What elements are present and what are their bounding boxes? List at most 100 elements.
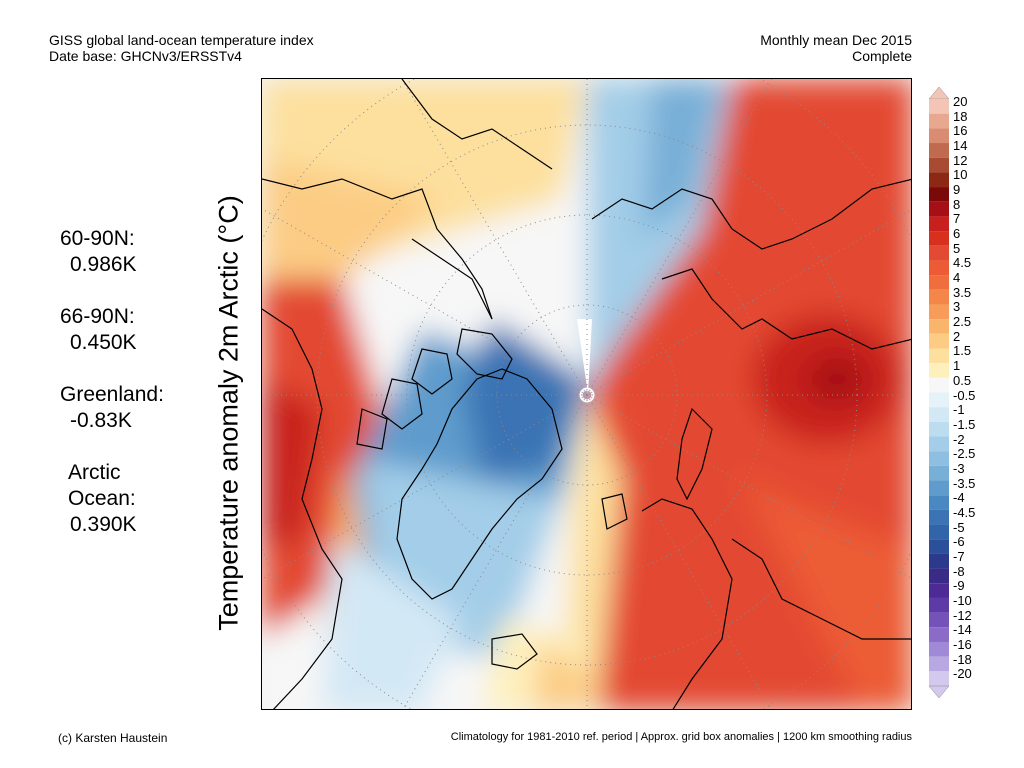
colorbar-tick-label: -1.5 [953, 416, 976, 432]
colorbar-tick-label: -10 [953, 592, 972, 608]
colorbar-tick-label: -6 [953, 534, 965, 550]
colorbar-tick-label: -8 [953, 563, 965, 579]
colorbar-tick-label: 4.5 [953, 255, 972, 271]
colorbar-cell [929, 597, 949, 613]
colorbar-tick-label: 0.5 [953, 372, 972, 388]
colorbar-tick-label: 1 [953, 358, 961, 374]
colorbar-tick-label: 12 [953, 152, 968, 168]
colorbar-tick-label: 14 [953, 138, 968, 154]
header-right: Monthly mean Dec 2015 Complete [760, 32, 912, 64]
colorbar-cells [929, 87, 949, 698]
colorbar-tick-label: -14 [953, 622, 972, 638]
colorbar-cell [929, 583, 949, 598]
colorbar-top-arrow [929, 87, 949, 100]
colorbar-tick-label: 8 [953, 196, 961, 212]
colorbar-cell [929, 143, 949, 158]
colorbar-cell [929, 245, 949, 261]
stat-60-90n: 60-90N: 0.986K [60, 226, 164, 278]
colorbar-cell [929, 377, 949, 393]
colorbar-cell [929, 231, 949, 246]
colorbar-cell [929, 656, 949, 672]
colorbar-cell [929, 319, 949, 334]
colorbar-tick-label: 16 [953, 123, 968, 139]
colorbar-cell [929, 392, 949, 408]
colorbar-cell [929, 509, 949, 525]
stat-name: Greenland: [60, 383, 164, 406]
colorbar-cell [929, 113, 949, 129]
colorbar-cell [929, 363, 949, 378]
regional-stats: 60-90N: 0.986K 66-90N: 0.450K Greenland:… [60, 226, 164, 564]
dataset-title: GISS global land-ocean temperature index [49, 32, 314, 48]
colorbar-cell [929, 553, 949, 569]
colorbar-tick-label: 20 [953, 94, 968, 109]
stat-greenland: Greenland: -0.83K [60, 382, 164, 434]
colorbar-tick-label: -16 [953, 636, 972, 652]
colorbar-cell [929, 480, 949, 496]
colorbar-tick-label: -2.5 [953, 446, 976, 462]
colorbar [929, 87, 949, 698]
colorbar-tick-label: -12 [953, 607, 972, 623]
stat-66-90n: 66-90N: 0.450K [60, 304, 164, 356]
colorbar-tick-label: 6 [953, 226, 961, 242]
colorbar-cell [929, 421, 949, 437]
colorbar-tick-label: 3 [953, 299, 961, 315]
colorbar-tick-label: -0.5 [953, 387, 976, 403]
colorbar-tick-label: 2.5 [953, 314, 972, 330]
colorbar-cell [929, 172, 949, 188]
pole-gap [577, 319, 592, 394]
stat-arctic-ocean: Arctic Ocean: 0.390K [60, 460, 164, 538]
stat-name: 60-90N: [60, 227, 135, 250]
colorbar-tick-label: 9 [953, 182, 961, 198]
stat-value: 0.450K [70, 331, 137, 354]
colorbar-tick-label: 1.5 [953, 343, 972, 359]
colorbar-cell [929, 524, 949, 540]
colorbar-tick-label: 7 [953, 211, 961, 227]
colorbar-tick-label: 3.5 [953, 284, 972, 300]
colorbar-cell [929, 568, 949, 584]
colorbar-tick-label: -7 [953, 548, 965, 564]
colorbar-cell [929, 128, 949, 144]
colorbar-cell [929, 495, 949, 510]
colorbar-cell [929, 451, 949, 466]
colorbar-cell [929, 304, 949, 320]
colorbar-cell [929, 539, 949, 554]
colorbar-cell [929, 260, 949, 276]
colorbar-cell [929, 187, 949, 202]
colorbar-tick-label: -20 [953, 666, 972, 682]
map-svg [262, 79, 911, 709]
colorbar-tick-label: -3.5 [953, 475, 976, 491]
colorbar-cell [929, 407, 949, 422]
stat-value: 0.986K [70, 253, 137, 276]
period-label: Monthly mean Dec 2015 [760, 32, 912, 48]
copyright-note: (c) Karsten Haustein [58, 731, 168, 745]
colorbar-cell [929, 157, 949, 173]
colorbar-cell [929, 201, 949, 217]
completeness-label: Complete [852, 48, 912, 64]
colorbar-tick-label: -2 [953, 431, 965, 447]
colorbar-cell [929, 333, 949, 349]
colorbar-cell [929, 99, 949, 114]
colorbar-cell [929, 289, 949, 305]
arctic-anomaly-map [261, 78, 912, 710]
method-note: Climatology for 1981-2010 ref. period | … [450, 731, 912, 743]
colorbar-tick-label: -18 [953, 651, 972, 667]
colorbar-tick-label: 2 [953, 328, 961, 344]
colorbar-tick-label: -4 [953, 490, 965, 506]
colorbar-tick-label: 4 [953, 270, 961, 286]
graticule [262, 79, 911, 709]
stat-name: Ocean: [68, 487, 136, 510]
colorbar-cell [929, 612, 949, 628]
colorbar-tick-label: -3 [953, 460, 965, 476]
colorbar-cell [929, 465, 949, 481]
colorbar-tick-label: -4.5 [953, 504, 976, 520]
colorbar-tick-label: -5 [953, 519, 965, 535]
colorbar-tick-label: -1 [953, 402, 965, 418]
colorbar-tick-label: -9 [953, 578, 965, 594]
anomaly-field [262, 79, 911, 709]
stat-value: -0.83K [70, 409, 132, 432]
stat-name: Arctic [68, 461, 121, 484]
colorbar-tick-label: 10 [953, 167, 968, 183]
data-base-label: Date base: GHCNv3/ERSSTv4 [49, 48, 242, 64]
colorbar-cell [929, 671, 949, 687]
stat-name: 66-90N: [60, 305, 135, 328]
